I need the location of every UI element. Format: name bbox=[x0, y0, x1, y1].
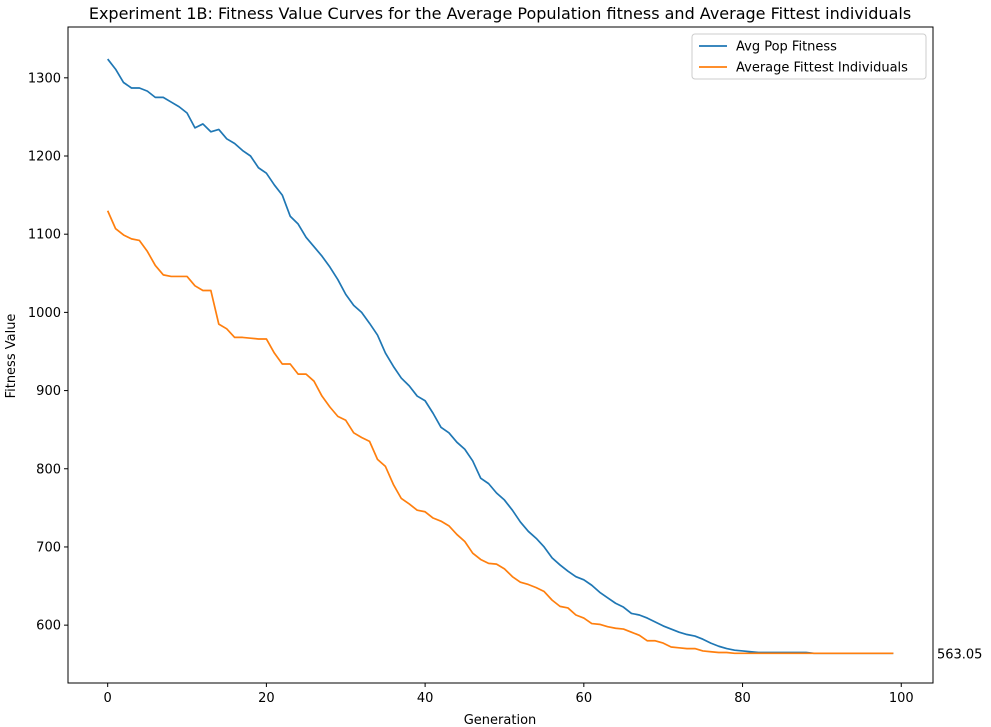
x-tick-label: 100 bbox=[889, 691, 914, 706]
y-tick-label: 1100 bbox=[28, 228, 61, 243]
y-tick-label: 700 bbox=[36, 540, 61, 555]
legend: Avg Pop Fitness Average Fittest Individua… bbox=[691, 33, 927, 80]
chart-title: Experiment 1B: Fitness Value Curves for … bbox=[89, 4, 911, 23]
final-value-annotation: 563.05 bbox=[937, 648, 983, 663]
series-line-avg-pop-fitness bbox=[107, 58, 894, 655]
series-lines bbox=[106, 58, 894, 655]
y-tick-label: 1200 bbox=[28, 150, 61, 165]
plot-frame bbox=[67, 26, 934, 684]
x-tick-label: 0 bbox=[104, 691, 112, 706]
y-axis-label: Fitness Value bbox=[4, 314, 19, 399]
x-tick-label: 20 bbox=[258, 691, 275, 706]
legend-label: Avg Pop Fitness bbox=[736, 40, 837, 55]
axes: 0 20 40 60 80 100 600 700 800 900 1000 1100 1200 1300 bbox=[28, 26, 934, 706]
series-line-average-fittest bbox=[106, 210, 894, 655]
y-tick-label: 600 bbox=[36, 619, 61, 634]
y-tick-label: 800 bbox=[36, 462, 61, 477]
x-tick-label: 40 bbox=[417, 691, 434, 706]
x-axis-label: Generation bbox=[464, 713, 537, 727]
x-tick-label: 60 bbox=[576, 691, 593, 706]
y-tick-label: 1300 bbox=[28, 71, 61, 86]
x-tick-label: 80 bbox=[734, 691, 751, 706]
y-tick-label: 1000 bbox=[28, 306, 61, 321]
legend-box bbox=[691, 33, 927, 80]
y-tick-label: 900 bbox=[36, 384, 61, 399]
legend-label: Average Fittest Individuals bbox=[736, 61, 908, 76]
